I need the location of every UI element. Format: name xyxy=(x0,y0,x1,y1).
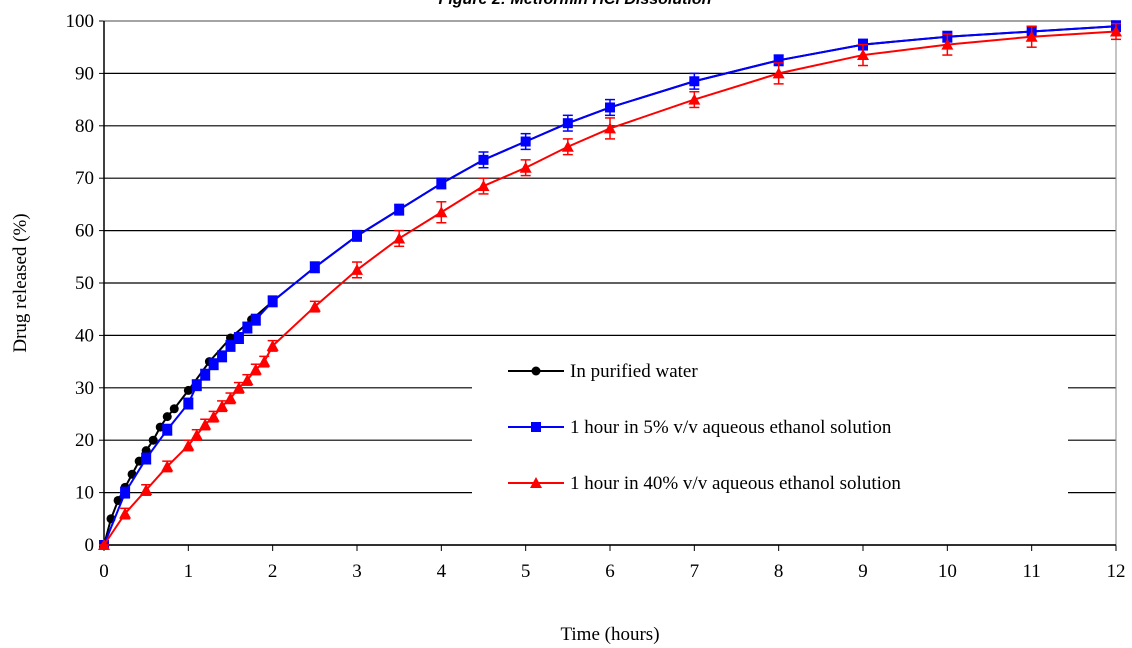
legend-marker xyxy=(531,366,541,376)
data-point xyxy=(216,400,229,412)
legend-marker xyxy=(531,422,541,432)
y-tick-label: 20 xyxy=(75,430,94,451)
data-point xyxy=(249,363,262,375)
data-point xyxy=(208,359,219,370)
data-point xyxy=(266,339,279,351)
series-line xyxy=(103,25,1117,546)
data-point xyxy=(182,439,195,451)
data-point xyxy=(689,76,700,87)
data-point xyxy=(773,55,784,66)
legend-marker xyxy=(530,477,542,488)
x-tick-label: 10 xyxy=(938,561,957,582)
y-tick-label: 80 xyxy=(75,116,94,137)
x-tick-label: 3 xyxy=(352,561,362,582)
data-point xyxy=(199,418,212,430)
data-point xyxy=(605,102,615,113)
x-tick-label: 8 xyxy=(774,561,784,582)
data-point xyxy=(688,93,701,105)
data-point xyxy=(120,487,131,498)
data-point xyxy=(161,460,174,472)
data-point xyxy=(393,232,406,244)
x-tick-label: 12 xyxy=(1107,561,1126,582)
x-tick-label: 9 xyxy=(858,561,868,582)
data-point xyxy=(394,204,405,215)
data-point xyxy=(191,380,202,391)
x-tick-label: 1 xyxy=(184,561,194,582)
data-point xyxy=(217,351,228,362)
data-point xyxy=(1110,25,1122,37)
data-point xyxy=(169,404,179,414)
data-point xyxy=(183,398,194,409)
data-point xyxy=(352,230,362,241)
x-tick-label: 5 xyxy=(521,561,531,582)
data-point xyxy=(225,340,236,351)
data-point xyxy=(772,67,785,79)
data-point xyxy=(162,424,173,435)
legend-label: In purified water xyxy=(570,361,698,382)
chart-title: Figure 2: Metformin HCl Dissolution xyxy=(439,0,712,8)
data-point xyxy=(242,322,253,333)
y-tick-label: 10 xyxy=(75,483,94,504)
x-tick-label: 4 xyxy=(437,561,447,582)
data-point xyxy=(1025,30,1038,42)
legend-label: 1 hour in 40% v/v aqueous ethanol soluti… xyxy=(570,473,901,494)
legend-label: 1 hour in 5% v/v aqueous ethanol solutio… xyxy=(570,417,892,438)
data-point xyxy=(200,369,211,380)
data-point xyxy=(190,428,203,440)
y-tick-label: 100 xyxy=(66,11,95,32)
y-axis-label: Drug released (%) xyxy=(10,213,31,352)
data-point xyxy=(224,392,237,404)
data-point xyxy=(604,122,616,134)
data-point xyxy=(162,412,172,422)
data-point xyxy=(477,180,490,192)
legend-box xyxy=(472,355,1068,511)
x-tick-label: 0 xyxy=(99,561,109,582)
data-point xyxy=(435,206,448,218)
data-point xyxy=(207,410,220,422)
data-point xyxy=(308,300,321,312)
y-tick-label: 40 xyxy=(75,325,94,346)
data-point xyxy=(562,118,573,129)
data-point xyxy=(98,539,110,550)
data-point xyxy=(140,483,153,495)
data-point xyxy=(941,38,954,50)
data-point xyxy=(351,263,363,275)
x-axis-label: Time (hours) xyxy=(560,624,659,645)
data-point xyxy=(183,385,193,395)
data-point xyxy=(561,140,574,152)
data-point xyxy=(232,381,245,393)
y-tick-label: 90 xyxy=(75,63,94,84)
data-point xyxy=(519,161,532,173)
data-point xyxy=(241,373,254,385)
y-tick-label: 0 xyxy=(85,535,95,556)
data-point xyxy=(520,136,531,147)
data-point xyxy=(478,154,489,165)
data-point xyxy=(258,355,271,367)
x-tick-label: 6 xyxy=(605,561,615,582)
y-tick-label: 70 xyxy=(75,168,94,189)
data-point xyxy=(250,314,261,325)
x-tick-label: 7 xyxy=(690,561,700,582)
data-point xyxy=(148,435,158,445)
data-point xyxy=(141,453,152,464)
data-point xyxy=(267,296,278,307)
y-tick-label: 60 xyxy=(75,221,94,242)
data-point xyxy=(119,507,132,519)
y-tick-label: 50 xyxy=(75,273,94,294)
x-tick-label: 11 xyxy=(1023,561,1041,582)
data-point xyxy=(309,262,320,273)
data-point xyxy=(436,178,447,189)
y-tick-label: 30 xyxy=(75,378,94,399)
x-tick-label: 2 xyxy=(268,561,278,582)
data-point xyxy=(233,333,244,344)
data-point xyxy=(857,49,869,61)
